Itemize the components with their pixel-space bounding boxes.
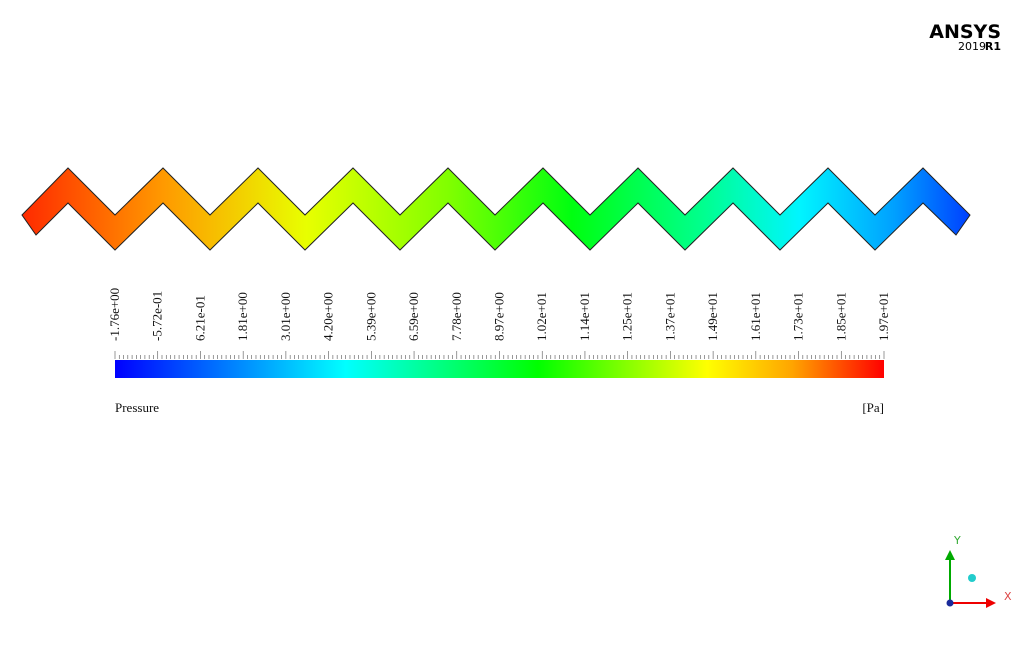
z-axis (946, 599, 954, 607)
colorbar-tick-label: 1.37e+01 (662, 292, 677, 341)
logo: ANSYS 2019 R1 (929, 21, 1001, 53)
colorbar-tick-label: 1.61e+01 (748, 292, 763, 341)
colorbar-tick-label: 1.14e+01 (577, 292, 592, 341)
x-axis-label: X (1004, 590, 1012, 603)
colorbar-ticks: -1.76e+00 -5.72e-01 6.21e-01 1.81e+00 3.01e+… (107, 288, 891, 359)
colorbar-tick-label: 1.97e+01 (876, 292, 891, 341)
colorbar-tick-label: 7.78e+00 (449, 292, 464, 341)
x-arrow-head (986, 598, 996, 608)
colorbar (115, 360, 884, 378)
colorbar-tick-label: 8.97e+00 (492, 292, 507, 341)
logo-name: ANSYS (929, 21, 1001, 43)
colorbar-tick-label: 1.81e+00 (235, 292, 250, 341)
colorbar-tick-label: -5.72e-01 (150, 291, 165, 341)
colorbar-unit: [Pa] (862, 400, 884, 415)
logo-version: 2019 (958, 40, 986, 53)
y-arrow-head (945, 550, 955, 560)
logo-release: R1 (985, 40, 1001, 53)
colorbar-tick-label: 1.25e+01 (620, 292, 635, 341)
colorbar-tick-label: 3.01e+00 (278, 292, 293, 341)
colorbar-tick-label: 6.59e+00 (406, 292, 421, 341)
channel-geometry (21, 167, 971, 251)
colorbar-tick-label: -1.76e+00 (107, 288, 122, 341)
rotation-center (968, 574, 976, 582)
colorbar-tick-label: 6.21e-01 (192, 295, 207, 341)
colorbar-tick-label: 4.20e+00 (321, 292, 336, 341)
axis-triad: Y X (945, 534, 1012, 608)
colorbar-tick-label: 5.39e+00 (363, 292, 378, 341)
y-axis-label: Y (953, 534, 961, 547)
colorbar-title: Pressure (115, 400, 159, 415)
colorbar-tick-label: 1.73e+01 (791, 292, 806, 341)
colorbar-tick-label: 1.49e+01 (705, 292, 720, 341)
colorbar-tick-label: 1.85e+01 (833, 292, 848, 341)
colorbar-tick-label: 1.02e+01 (534, 292, 549, 341)
